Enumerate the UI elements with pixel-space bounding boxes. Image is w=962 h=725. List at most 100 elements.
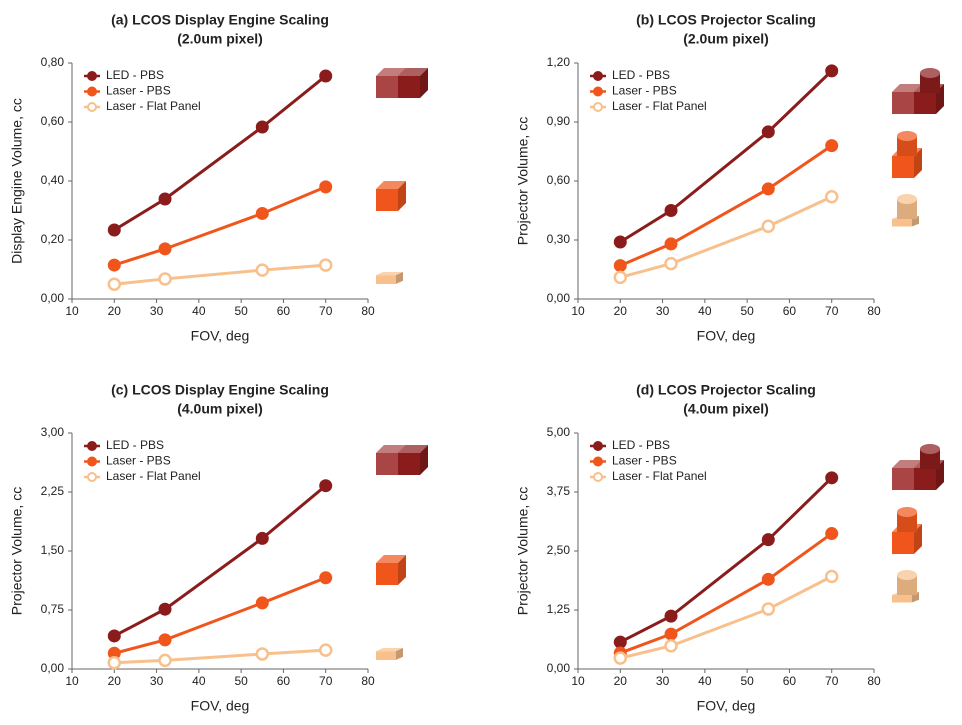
chart-title: (b) LCOS Projector Scaling <box>636 12 816 28</box>
data-point <box>158 242 172 256</box>
data-point <box>613 259 627 273</box>
y-tick-label: 0,00 <box>41 661 65 675</box>
data-point <box>664 204 678 217</box>
icon <box>398 445 428 475</box>
x-tick-label: 50 <box>740 674 754 688</box>
data-point <box>107 223 121 237</box>
x-tick-label: 50 <box>740 304 754 318</box>
y-tick-label: 0,60 <box>547 173 571 187</box>
data-point <box>825 139 839 153</box>
x-tick-label: 30 <box>656 674 670 688</box>
x-tick-label: 20 <box>614 304 628 318</box>
icon <box>398 68 428 98</box>
data-point <box>255 647 270 661</box>
legend-label: Laser - Flat Panel <box>612 99 707 113</box>
data-point <box>255 596 269 610</box>
icon <box>920 68 940 93</box>
x-tick-label: 30 <box>150 674 164 688</box>
data-point <box>107 646 121 660</box>
data-point <box>664 639 678 653</box>
x-tick-label: 60 <box>277 304 291 318</box>
legend-label: Laser - PBS <box>106 84 171 98</box>
series-line <box>113 74 327 232</box>
data-point <box>761 533 775 547</box>
data-point <box>255 206 269 220</box>
y-tick-label: 0,40 <box>41 173 65 187</box>
icon <box>376 648 403 660</box>
x-axis-label: FOV, deg <box>191 698 250 714</box>
y-axis-label: Projector Volume, cc <box>9 487 25 615</box>
y-tick-label: 0,30 <box>547 232 571 246</box>
series-line <box>619 195 833 279</box>
legend-marker <box>593 71 603 81</box>
x-axis-label: FOV, deg <box>697 328 756 344</box>
legend-label: LED - PBS <box>106 438 164 452</box>
x-tick-label: 20 <box>108 674 122 688</box>
data-point <box>761 602 776 616</box>
data-point <box>761 182 775 196</box>
chart-subtitle: (4.0um pixel) <box>683 401 769 417</box>
icon <box>897 570 917 595</box>
x-tick-label: 10 <box>65 304 79 318</box>
legend-label: Laser - Flat Panel <box>106 99 201 113</box>
y-tick-label: 3,75 <box>547 484 571 498</box>
y-axis-label: Projector Volume, cc <box>515 117 531 245</box>
data-point <box>158 653 172 668</box>
x-tick-label: 40 <box>698 674 712 688</box>
y-tick-label: 0,00 <box>41 291 65 305</box>
legend-label: LED - PBS <box>612 68 670 82</box>
x-tick-label: 10 <box>571 674 585 688</box>
y-axis-label: Display Engine Volume, cc <box>9 98 25 264</box>
y-tick-label: 0,80 <box>41 55 65 69</box>
icon <box>376 272 403 284</box>
panel: (a) LCOS Display Engine Scaling (2.0um pi… <box>9 12 375 344</box>
data-point <box>761 572 775 586</box>
data-point <box>255 263 270 277</box>
y-tick-label: 5,00 <box>547 425 571 439</box>
icon <box>897 194 917 219</box>
series-line <box>619 69 833 244</box>
legend-marker <box>87 472 97 482</box>
data-point <box>319 69 333 83</box>
data-point <box>318 258 333 272</box>
legend-marker <box>593 441 603 451</box>
x-tick-label: 20 <box>108 304 122 318</box>
data-point <box>107 258 121 272</box>
x-tick-label: 40 <box>192 304 206 318</box>
series-line <box>113 576 327 655</box>
x-tick-label: 20 <box>614 674 628 688</box>
chart-title: (a) LCOS Display Engine Scaling <box>111 12 329 28</box>
data-point <box>107 655 122 670</box>
icon <box>897 131 917 156</box>
x-tick-label: 40 <box>192 674 206 688</box>
legend-marker <box>87 86 97 97</box>
data-point <box>613 270 628 285</box>
data-point <box>158 633 172 647</box>
legend-marker <box>87 456 97 467</box>
chart-subtitle: (2.0um pixel) <box>683 31 769 47</box>
data-point <box>613 635 627 649</box>
data-point <box>664 237 678 251</box>
x-axis-label: FOV, deg <box>191 328 250 344</box>
data-point <box>664 609 678 623</box>
legend-marker <box>593 102 603 112</box>
panel: (b) LCOS Projector Scaling (2.0um pixel) F… <box>515 12 881 344</box>
y-tick-label: 0,75 <box>41 602 65 616</box>
chart-subtitle: (4.0um pixel) <box>177 401 263 417</box>
legend-label: Laser - Flat Panel <box>106 469 201 483</box>
y-tick-label: 0,90 <box>547 114 571 128</box>
x-tick-label: 50 <box>234 674 248 688</box>
data-point <box>318 643 333 657</box>
data-point <box>824 189 839 204</box>
y-tick-label: 0,00 <box>547 291 571 305</box>
y-tick-label: 1,20 <box>547 55 571 69</box>
data-point <box>761 125 775 139</box>
series-line <box>114 648 326 665</box>
y-axis-label: Projector Volume, cc <box>515 487 531 615</box>
x-tick-label: 50 <box>234 304 248 318</box>
chart-subtitle: (2.0um pixel) <box>177 31 263 47</box>
x-tick-label: 60 <box>783 304 797 318</box>
icon <box>897 507 917 532</box>
x-tick-label: 10 <box>571 304 585 318</box>
